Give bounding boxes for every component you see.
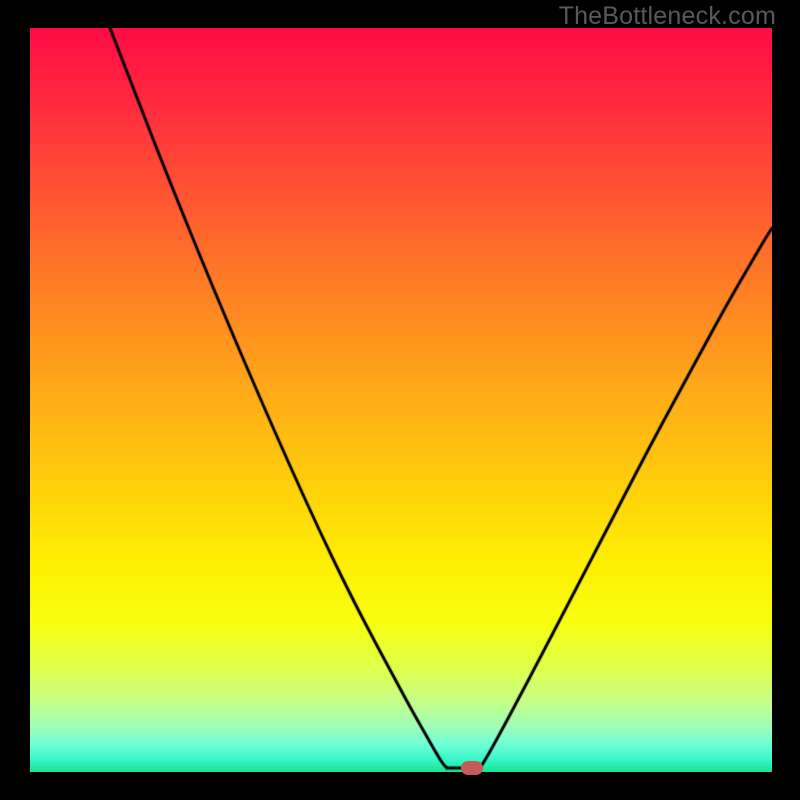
chart-frame: TheBottleneck.com: [0, 0, 800, 800]
plot-area: [30, 28, 772, 772]
watermark-text: TheBottleneck.com: [559, 2, 776, 31]
bottleneck-curve: [30, 28, 772, 772]
optimal-point-marker: [461, 761, 483, 775]
